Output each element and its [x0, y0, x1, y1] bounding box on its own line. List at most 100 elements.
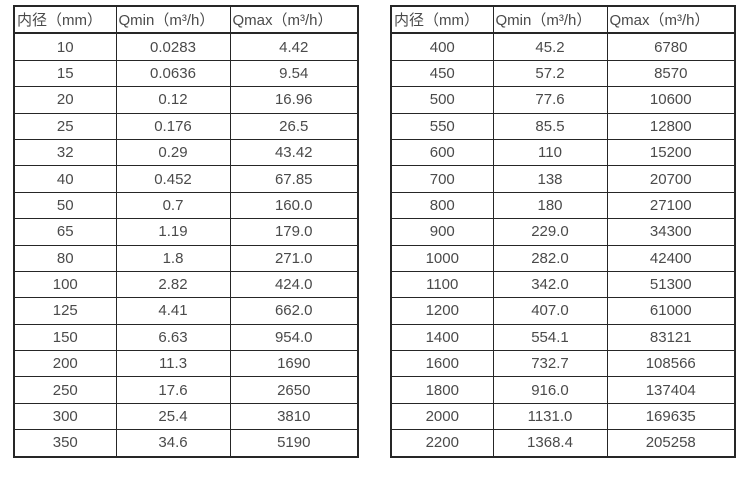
qmax-cell: 51300	[606, 270, 736, 299]
qmax-cell: 27100	[606, 191, 736, 220]
table-row: 40 0.452 67.85	[13, 165, 359, 193]
column-header-qmax-cell: Qmax（m³/h）	[606, 5, 736, 35]
qmax-cell: 205258	[606, 429, 736, 458]
qmin-cell: 0.29	[115, 138, 231, 167]
diameter-cell: 2200	[390, 429, 494, 458]
qmax-cell: 67.85	[229, 165, 359, 193]
qmin-cell: 77.6	[492, 86, 608, 114]
qmin-cell: 0.0636	[115, 59, 231, 88]
diameter-cell: 200	[13, 350, 117, 378]
qmax-cell: 137404	[606, 376, 736, 404]
qmax-cell: 271.0	[229, 244, 359, 272]
diameter-cell: 10	[13, 32, 117, 61]
qmin-cell: 1368.4	[492, 429, 608, 458]
qmin-cell: 0.12	[115, 86, 231, 114]
column-header-qmin-cell: Qmin（m³/h）	[492, 5, 608, 35]
qmax-cell: 16.96	[229, 86, 359, 114]
qmin-cell: 85.5	[492, 112, 608, 140]
qmax-cell: 2650	[229, 376, 359, 404]
qmin-cell: 0.452	[115, 165, 231, 193]
diameter-cell: 1100	[390, 270, 494, 299]
diameter-cell: 40	[13, 165, 117, 193]
table-row: 20 0.12 16.96	[13, 86, 359, 114]
table-row: 1800 916.0 137404	[390, 376, 736, 404]
diameter-cell: 50	[13, 191, 117, 220]
qmin-cell: 17.6	[115, 376, 231, 404]
qmin-cell: 1.8	[115, 244, 231, 272]
qmin-cell: 916.0	[492, 376, 608, 404]
table-row: 32 0.29 43.42	[13, 138, 359, 167]
diameter-cell: 400	[390, 32, 494, 61]
table-row: 1400 554.1 83121	[390, 323, 736, 352]
qmax-cell: 424.0	[229, 270, 359, 299]
column-header-diameter-cell: 内径（mm）	[13, 5, 117, 35]
table-row: 1600 732.7 108566	[390, 350, 736, 378]
qmin-cell: 45.2	[492, 32, 608, 61]
qmax-cell: 20700	[606, 165, 736, 193]
qmin-cell: 0.0283	[115, 32, 231, 61]
diameter-cell: 65	[13, 218, 117, 246]
qmax-cell: 160.0	[229, 191, 359, 220]
table-row: 600 110 15200	[390, 138, 736, 167]
table-row: 550 85.5 12800	[390, 112, 736, 140]
diameter-cell: 300	[13, 402, 117, 431]
qmax-cell: 5190	[229, 429, 359, 458]
qmin-cell: 6.63	[115, 323, 231, 352]
qmin-cell: 407.0	[492, 297, 608, 325]
table-row: 1000 282.0 42400	[390, 244, 736, 272]
qmax-cell: 12800	[606, 112, 736, 140]
qmin-cell: 4.41	[115, 297, 231, 325]
diameter-cell: 150	[13, 323, 117, 352]
diameter-cell: 80	[13, 244, 117, 272]
diameter-cell: 250	[13, 376, 117, 404]
diameter-cell: 450	[390, 59, 494, 88]
diameter-cell: 1600	[390, 350, 494, 378]
table-row: 100 2.82 424.0	[13, 270, 359, 299]
diameter-cell: 1400	[390, 323, 494, 352]
table-row: 2200 1368.4 205258	[390, 429, 736, 458]
flow-range-table-large-diameters: 内径（mm） Qmin（m³/h） Qmax（m³/h） 400 45.2 6780 45…	[390, 5, 736, 458]
qmax-cell: 8570	[606, 59, 736, 88]
header-row: 内径（mm） Qmin（m³/h） Qmax（m³/h）	[13, 5, 359, 35]
table-row: 250 17.6 2650	[13, 376, 359, 404]
diameter-cell: 2000	[390, 402, 494, 431]
diameter-cell: 600	[390, 138, 494, 167]
table-row: 65 1.19 179.0	[13, 218, 359, 246]
qmax-cell: 169635	[606, 402, 736, 431]
diameter-cell: 100	[13, 270, 117, 299]
qmin-cell: 1.19	[115, 218, 231, 246]
qmin-cell: 554.1	[492, 323, 608, 352]
table-row: 400 45.2 6780	[390, 32, 736, 61]
diameter-cell: 500	[390, 86, 494, 114]
table-row: 1100 342.0 51300	[390, 270, 736, 299]
qmin-cell: 732.7	[492, 350, 608, 378]
qmax-cell: 179.0	[229, 218, 359, 246]
qmax-cell: 15200	[606, 138, 736, 167]
qmin-cell: 229.0	[492, 218, 608, 246]
table-row: 80 1.8 271.0	[13, 244, 359, 272]
qmax-cell: 108566	[606, 350, 736, 378]
qmin-cell: 57.2	[492, 59, 608, 88]
qmax-cell: 10600	[606, 86, 736, 114]
table-row: 1200 407.0 61000	[390, 297, 736, 325]
qmin-cell: 25.4	[115, 402, 231, 431]
qmin-cell: 110	[492, 138, 608, 167]
table-row: 500 77.6 10600	[390, 86, 736, 114]
qmax-cell: 26.5	[229, 112, 359, 140]
qmax-cell: 1690	[229, 350, 359, 378]
column-header-qmin-cell: Qmin（m³/h）	[115, 5, 231, 35]
table-row: 15 0.0636 9.54	[13, 59, 359, 88]
qmax-cell: 6780	[606, 32, 736, 61]
table-row: 900 229.0 34300	[390, 218, 736, 246]
table-row: 50 0.7 160.0	[13, 191, 359, 220]
table-row: 700 138 20700	[390, 165, 736, 193]
qmin-cell: 180	[492, 191, 608, 220]
qmin-cell: 1131.0	[492, 402, 608, 431]
qmax-cell: 61000	[606, 297, 736, 325]
header-row: 内径（mm） Qmin（m³/h） Qmax（m³/h）	[390, 5, 736, 35]
diameter-cell: 125	[13, 297, 117, 325]
qmax-cell: 4.42	[229, 32, 359, 61]
qmin-cell: 2.82	[115, 270, 231, 299]
table-row: 200 11.3 1690	[13, 350, 359, 378]
qmax-cell: 3810	[229, 402, 359, 431]
